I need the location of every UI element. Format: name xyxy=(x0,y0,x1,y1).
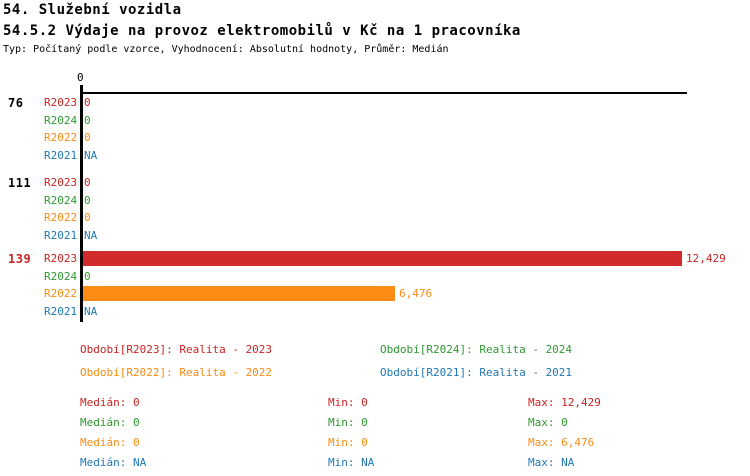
stat-median-r2022: Medián: 0 xyxy=(80,436,140,449)
bar-row: 139 R2023 12,429 xyxy=(0,250,750,268)
series-label-r2021: R2021 xyxy=(44,228,78,242)
stat-max-r2022: Max: 6,476 xyxy=(528,436,595,449)
stat-max-r2024: Max: 0 xyxy=(528,416,568,429)
bar-row: R2024 0 xyxy=(0,112,750,130)
bar-row: R2024 0 xyxy=(0,192,750,210)
value-label: 0 xyxy=(84,211,91,225)
bar-row: R2022 6,476 xyxy=(0,285,750,303)
bar-row: 76 R2023 0 xyxy=(0,94,750,112)
series-label-r2024: R2024 xyxy=(44,113,78,127)
bar-row: R2021 NA xyxy=(0,303,750,321)
stat-min-r2021: Min: NA xyxy=(328,456,375,469)
bar-row: R2024 0 xyxy=(0,268,750,286)
bar-row: R2021 NA xyxy=(0,147,750,165)
value-label: 0 xyxy=(84,269,91,283)
legend-item-r2024: Období[R2024]: Realita - 2024 xyxy=(380,343,573,356)
plot-area: 76 R2023 0 R2024 0 R2022 0 R2021 NA 111 … xyxy=(0,94,750,320)
value-label: 0 xyxy=(84,131,91,145)
bar-row: R2021 NA xyxy=(0,227,750,245)
legend-item-r2022: Období[R2022]: Realita - 2022 xyxy=(80,366,273,379)
value-label: NA xyxy=(84,228,98,242)
stat-median-r2023: Medián: 0 xyxy=(80,396,140,409)
legend-item-r2023: Období[R2023]: Realita - 2023 xyxy=(80,343,273,356)
stat-min-r2024: Min: 0 xyxy=(328,416,368,429)
x-axis-tick-zero: 0 xyxy=(77,71,84,84)
series-label-r2024: R2024 xyxy=(44,193,78,207)
chart-meta: Typ: Počítaný podle vzorce, Vyhodnocení:… xyxy=(3,44,449,55)
group-label: 76 xyxy=(8,95,24,110)
value-label: NA xyxy=(84,148,98,162)
value-label: 0 xyxy=(84,176,91,190)
bar-row: R2022 0 xyxy=(0,129,750,147)
value-label: 0 xyxy=(84,113,91,127)
indicator-group-111: 111 R2023 0 R2024 0 R2022 0 R2021 NA xyxy=(0,174,750,244)
bar-r2022 xyxy=(83,286,395,302)
series-label-r2023: R2023 xyxy=(44,96,78,110)
group-label: 139 xyxy=(8,251,32,266)
value-label: 0 xyxy=(84,193,91,207)
series-label-r2024: R2024 xyxy=(44,269,78,283)
series-label-r2022: R2022 xyxy=(44,287,78,301)
chart-title: 54.5.2 Výdaje na provoz elektromobilů v … xyxy=(3,23,521,39)
series-label-r2023: R2023 xyxy=(44,252,78,266)
series-label-r2022: R2022 xyxy=(44,211,78,225)
series-label-r2022: R2022 xyxy=(44,131,78,145)
x-axis-line xyxy=(80,92,687,94)
stat-median-r2021: Medián: NA xyxy=(80,456,147,469)
stat-min-r2023: Min: 0 xyxy=(328,396,368,409)
indicator-group-139: 139 R2023 12,429 R2024 0 R2022 6,476 R20… xyxy=(0,250,750,320)
stat-min-r2022: Min: 0 xyxy=(328,436,368,449)
value-label: 6,476 xyxy=(399,287,433,301)
value-label: NA xyxy=(84,304,98,318)
value-label: 0 xyxy=(84,96,91,110)
bar-row: R2022 0 xyxy=(0,209,750,227)
bar-row: 111 R2023 0 xyxy=(0,174,750,192)
bar-r2023 xyxy=(83,251,682,267)
y-axis-line xyxy=(80,85,83,322)
series-label-r2021: R2021 xyxy=(44,304,78,318)
series-label-r2021: R2021 xyxy=(44,148,78,162)
page-title: 54. Služební vozidla xyxy=(3,2,182,18)
legend-item-r2021: Období[R2021]: Realita - 2021 xyxy=(380,366,573,379)
indicator-group-76: 76 R2023 0 R2024 0 R2022 0 R2021 NA xyxy=(0,94,750,164)
stat-max-r2023: Max: 12,429 xyxy=(528,396,601,409)
stat-median-r2024: Medián: 0 xyxy=(80,416,140,429)
stat-max-r2021: Max: NA xyxy=(528,456,575,469)
group-label: 111 xyxy=(8,175,32,190)
series-label-r2023: R2023 xyxy=(44,176,78,190)
value-label: 12,429 xyxy=(686,252,726,266)
